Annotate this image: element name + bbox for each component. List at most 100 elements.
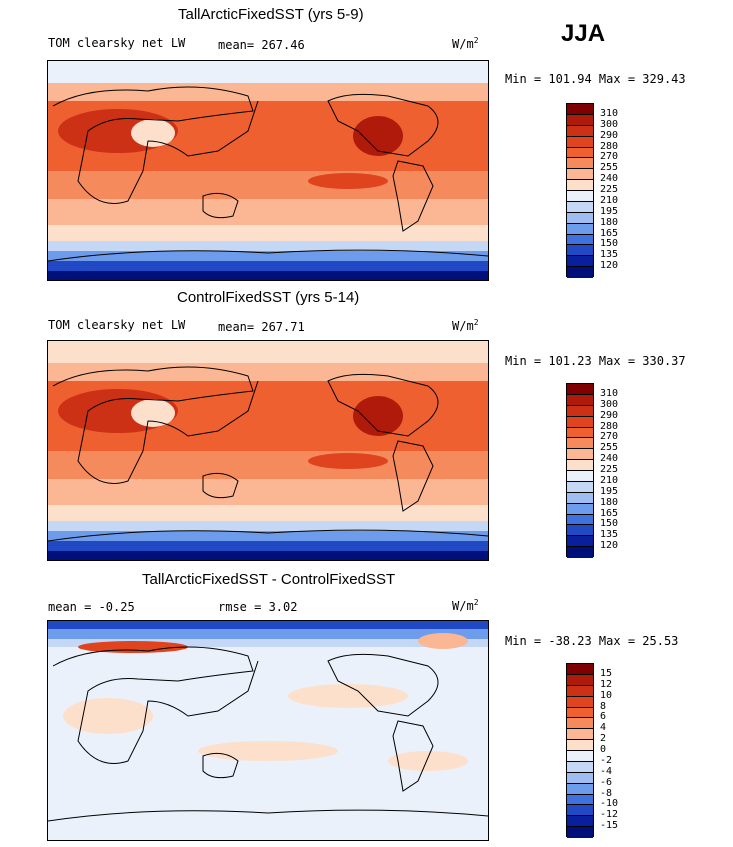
colorbar-swatch xyxy=(567,438,593,450)
panel2-tibet xyxy=(131,399,175,427)
panel2-band-ant4 xyxy=(48,551,488,560)
colorbar-level-label: 300 xyxy=(600,118,619,130)
colorbar-level-label: -12 xyxy=(600,809,619,821)
panel1-title: TallArcticFixedSST (yrs 5-9) xyxy=(178,6,364,23)
panel3-coast-samerica xyxy=(392,720,434,792)
colorbar-level-label: 300 xyxy=(600,398,619,410)
panel3-minmax: Min = -38.23 Max = 25.53 xyxy=(505,634,679,648)
colorbar-swatch xyxy=(567,696,593,708)
colorbar-swatch xyxy=(567,492,593,504)
panel1-map-svg xyxy=(48,61,488,280)
panel1-band-ant1 xyxy=(48,241,488,251)
colorbar-swatch xyxy=(567,751,593,762)
colorbar-level-label: 4 xyxy=(600,722,607,734)
panel3-arctic-deep xyxy=(48,621,488,629)
colorbar-level-label: 165 xyxy=(600,227,619,239)
panel2-minmax: Min = 101.23 Max = 330.37 xyxy=(505,354,686,368)
panel1-units: W/m2 xyxy=(452,36,479,51)
colorbar-level-label: 225 xyxy=(600,184,619,195)
colorbar-swatch xyxy=(567,827,593,838)
panel2-band-ant2 xyxy=(48,531,488,541)
colorbar-level-label: -2 xyxy=(600,754,613,766)
colorbar-swatch xyxy=(567,536,593,548)
panel1-coast-namerica xyxy=(327,93,439,157)
colorbar-swatch xyxy=(567,816,593,828)
panel3-patch-sh xyxy=(198,741,338,761)
panel3-arctic-light xyxy=(48,639,488,647)
panel1-hot-pacific xyxy=(308,173,388,189)
panel3-mean: mean = -0.25 xyxy=(48,600,135,614)
colorbar-swatch xyxy=(567,794,593,806)
panel2-map xyxy=(47,340,489,561)
colorbar-level-label: 310 xyxy=(600,107,619,119)
panel1-arctic xyxy=(48,61,488,83)
panel3-arctic-mid xyxy=(48,629,488,639)
colorbar-level-label: 270 xyxy=(600,151,619,163)
colorbar-swatch xyxy=(567,405,593,417)
colorbar-swatch xyxy=(567,256,593,268)
panel2-arctic xyxy=(48,341,488,363)
panel2-coast-antarctica xyxy=(48,529,488,542)
colorbar-level-label: 135 xyxy=(600,249,619,261)
colorbar-level-label: -4 xyxy=(600,765,613,777)
colorbar-level-label: 150 xyxy=(600,238,619,250)
colorbar-swatch xyxy=(567,761,593,773)
colorbar-level-label: 8 xyxy=(600,700,607,712)
colorbar-swatch xyxy=(567,525,593,537)
colorbar-level-label: 180 xyxy=(600,496,619,508)
panel3-map-svg xyxy=(48,621,488,840)
colorbar-swatch xyxy=(567,674,593,686)
colorbar-swatch xyxy=(567,471,593,482)
colorbar-level-label: 255 xyxy=(600,442,619,454)
panel1-variable-label: TOM clearsky net LW xyxy=(48,36,186,50)
colorbar-swatch xyxy=(567,201,593,213)
panel3-warm-greenland xyxy=(418,633,468,649)
panel2-coast-namerica xyxy=(327,373,439,437)
panel1-band-ant3 xyxy=(48,261,488,271)
panel2-band-so xyxy=(48,505,488,521)
colorbar-swatch xyxy=(567,729,593,741)
panel3-colorbar xyxy=(566,663,594,838)
panel2-coast-australia xyxy=(202,472,239,499)
panel2-variable-label: TOM clearsky net LW xyxy=(48,318,186,332)
colorbar-level-label: 120 xyxy=(600,260,619,272)
panel3-patch-atlantic xyxy=(388,751,468,771)
panel1-colorbar xyxy=(566,103,594,278)
panel1-coast-australia xyxy=(202,192,239,219)
colorbar-swatch xyxy=(567,394,593,406)
colorbar-level-label: 10 xyxy=(600,689,613,701)
panel1-band-nh xyxy=(48,83,488,101)
panel1-band-sh xyxy=(48,171,488,199)
colorbar-level-label: 135 xyxy=(600,529,619,541)
colorbar-level-label: 255 xyxy=(600,162,619,174)
colorbar-level-label: -6 xyxy=(600,776,613,788)
panel1-hot-america xyxy=(353,116,403,156)
panel2-band-nh xyxy=(48,363,488,381)
colorbar-swatch xyxy=(567,169,593,181)
colorbar-swatch xyxy=(567,772,593,784)
colorbar-swatch xyxy=(567,547,593,558)
panel3-coast-antarctica xyxy=(48,809,488,822)
colorbar-level-label: 120 xyxy=(600,540,619,552)
colorbar-level-label: 12 xyxy=(600,678,613,690)
colorbar-level-label: 150 xyxy=(600,518,619,530)
panel2-band-sh xyxy=(48,451,488,479)
colorbar-level-label: 280 xyxy=(600,140,619,152)
colorbar-swatch xyxy=(567,223,593,235)
colorbar-swatch xyxy=(567,245,593,257)
colorbar-level-label: 290 xyxy=(600,409,619,421)
panel2-hot-america xyxy=(353,396,403,436)
colorbar-swatch xyxy=(567,783,593,795)
colorbar-swatch xyxy=(567,460,593,471)
colorbar-level-label: 0 xyxy=(600,744,607,755)
colorbar-swatch xyxy=(567,503,593,515)
panel1-band-so xyxy=(48,225,488,241)
panel2-colorbar xyxy=(566,383,594,558)
panel1-map xyxy=(47,60,489,281)
colorbar-swatch xyxy=(567,707,593,719)
colorbar-level-label: -10 xyxy=(600,798,619,810)
colorbar-swatch xyxy=(567,481,593,493)
panel1-coast-eurasia xyxy=(52,86,259,204)
colorbar-level-label: 195 xyxy=(600,205,619,217)
colorbar-swatch xyxy=(567,191,593,202)
